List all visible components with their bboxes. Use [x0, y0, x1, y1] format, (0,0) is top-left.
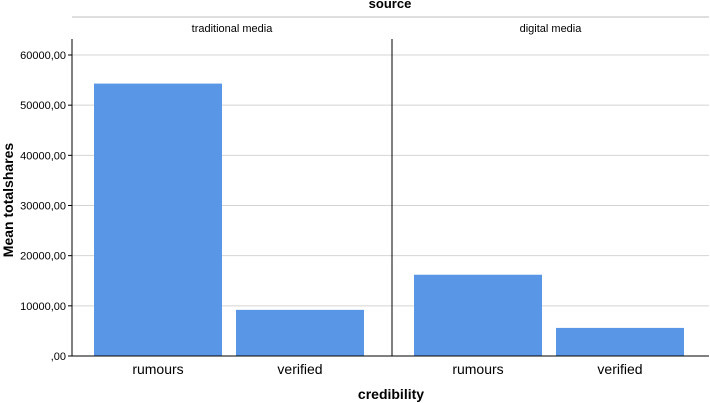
y-tick-label: 50000,00 — [20, 100, 66, 112]
chart-title: source — [369, 0, 412, 11]
y-axis-label: Mean totalshares — [0, 143, 16, 258]
panel-label: digital media — [520, 23, 583, 35]
x-tick-label: rumours — [132, 361, 183, 377]
bar-1-rumours — [94, 83, 222, 356]
bar-2-verified — [556, 327, 684, 356]
x-tick-label: verified — [597, 361, 642, 377]
x-tick-label: verified — [277, 361, 322, 377]
x-tick-label: rumours — [452, 361, 503, 377]
bar-1-verified — [236, 309, 364, 356]
x-axis-label: credibility — [358, 386, 424, 402]
y-tick-label: 20000,00 — [20, 251, 66, 263]
y-tick-label: 40000,00 — [20, 150, 66, 162]
panel-label: traditional media — [192, 23, 274, 35]
y-tick-label: 10000,00 — [20, 301, 66, 313]
y-tick-label: 60000,00 — [20, 50, 66, 62]
plot-area: traditional media digital media ,00 10000,0… — [20, 16, 709, 377]
bar-2-rumours — [414, 274, 542, 356]
y-tick-label: 30000,00 — [20, 201, 66, 213]
y-tick-label: ,00 — [51, 351, 66, 363]
